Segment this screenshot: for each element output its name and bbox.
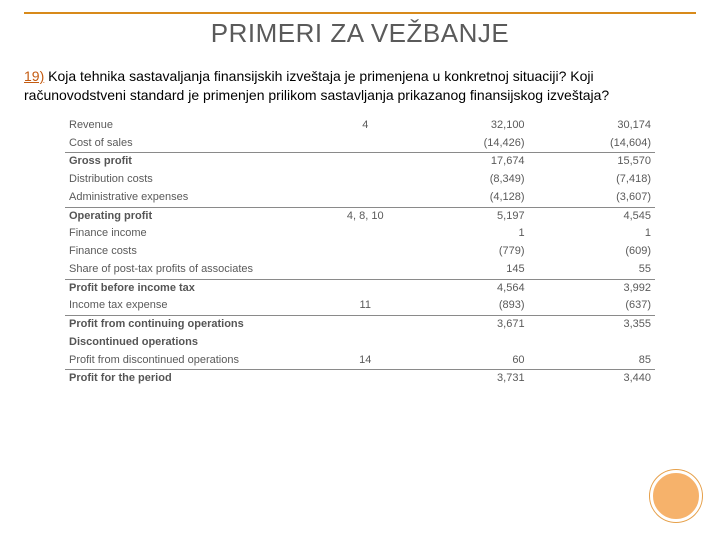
table-row: Administrative expenses (4,128)(3,607) [65, 189, 655, 207]
row-col1: 4,564 [402, 280, 528, 298]
row-col1: (8,349) [402, 171, 528, 189]
row-note: 4 [328, 117, 402, 135]
row-col2: 4,545 [529, 208, 655, 226]
row-label: Distribution costs [65, 171, 328, 189]
row-label: Gross profit [65, 153, 328, 171]
table-row: Distribution costs (8,349)(7,418) [65, 171, 655, 189]
row-note [328, 153, 402, 171]
row-col1: 17,674 [402, 153, 528, 171]
table-row: Revenue432,10030,174 [65, 117, 655, 135]
row-col2: 55 [529, 261, 655, 279]
table-row: Gross profit 17,67415,570 [65, 153, 655, 171]
row-col2 [529, 334, 655, 352]
row-col2: 3,992 [529, 280, 655, 298]
row-note [328, 280, 402, 298]
row-note [328, 171, 402, 189]
row-label: Cost of sales [65, 135, 328, 153]
row-label: Profit from discontinued operations [65, 352, 328, 370]
row-col2: 3,440 [529, 370, 655, 388]
row-label: Finance costs [65, 243, 328, 261]
row-label: Discontinued operations [65, 334, 328, 352]
row-label: Revenue [65, 117, 328, 135]
row-col2: (609) [529, 243, 655, 261]
table-row: Discontinued operations [65, 334, 655, 352]
row-col1: 32,100 [402, 117, 528, 135]
row-col1 [402, 334, 528, 352]
row-col1: 60 [402, 352, 528, 370]
title-bar: PRIMERI ZA VEŽBANJE [24, 12, 696, 49]
row-col2: 85 [529, 352, 655, 370]
table-row: Profit before income tax 4,5643,992 [65, 280, 655, 298]
table-row: Operating profit4, 8, 105,1974,545 [65, 208, 655, 226]
row-note [328, 261, 402, 279]
row-col1: 1 [402, 225, 528, 243]
row-note [328, 316, 402, 334]
row-col1: (893) [402, 297, 528, 315]
row-col1: 5,197 [402, 208, 528, 226]
row-note: 14 [328, 352, 402, 370]
financial-table: Revenue432,10030,174Cost of sales(14,426… [65, 117, 655, 388]
row-col1: (14,426) [402, 135, 528, 153]
row-note: 4, 8, 10 [328, 208, 402, 226]
row-col2: 15,570 [529, 153, 655, 171]
row-col1: (4,128) [402, 189, 528, 207]
row-col2: (14,604) [529, 135, 655, 153]
row-label: Income tax expense [65, 297, 328, 315]
row-col2: (7,418) [529, 171, 655, 189]
row-col1: (779) [402, 243, 528, 261]
row-note [328, 225, 402, 243]
table-row: Cost of sales (14,426)(14,604) [65, 135, 655, 153]
row-label: Profit from continuing operations [65, 316, 328, 334]
row-label: Operating profit [65, 208, 328, 226]
question-text: Koja tehnika sastavaljanja finansijskih … [24, 68, 609, 103]
table-row: Finance income 11 [65, 225, 655, 243]
row-label: Administrative expenses [65, 189, 328, 207]
decorative-circle-icon [650, 470, 702, 522]
question-paragraph: 19) Koja tehnika sastavaljanja finansijs… [24, 67, 696, 105]
row-col1: 3,671 [402, 316, 528, 334]
row-label: Profit for the period [65, 370, 328, 388]
row-col2: 3,355 [529, 316, 655, 334]
row-col2: (3,607) [529, 189, 655, 207]
slide: PRIMERI ZA VEŽBANJE 19) Koja tehnika sas… [0, 0, 720, 540]
table-row: Finance costs (779)(609) [65, 243, 655, 261]
row-label: Finance income [65, 225, 328, 243]
row-note [328, 189, 402, 207]
row-note [328, 243, 402, 261]
row-col1: 3,731 [402, 370, 528, 388]
row-col2: 30,174 [529, 117, 655, 135]
row-note [328, 370, 402, 388]
table-row: Profit from continuing operations 3,6713,… [65, 316, 655, 334]
row-note [328, 334, 402, 352]
table-row: Share of post-tax profits of associates 1… [65, 261, 655, 279]
financial-table-wrap: Revenue432,10030,174Cost of sales(14,426… [65, 117, 655, 388]
row-note: 11 [328, 297, 402, 315]
table-row: Profit from discontinued operations14608… [65, 352, 655, 370]
table-row: Income tax expense11(893)(637) [65, 297, 655, 315]
row-label: Share of post-tax profits of associates [65, 261, 328, 279]
page-title: PRIMERI ZA VEŽBANJE [24, 18, 696, 49]
table-row: Profit for the period 3,7313,440 [65, 370, 655, 388]
row-col2: (637) [529, 297, 655, 315]
row-note [328, 135, 402, 153]
row-col1: 145 [402, 261, 528, 279]
row-label: Profit before income tax [65, 280, 328, 298]
row-col2: 1 [529, 225, 655, 243]
question-number: 19) [24, 68, 44, 84]
